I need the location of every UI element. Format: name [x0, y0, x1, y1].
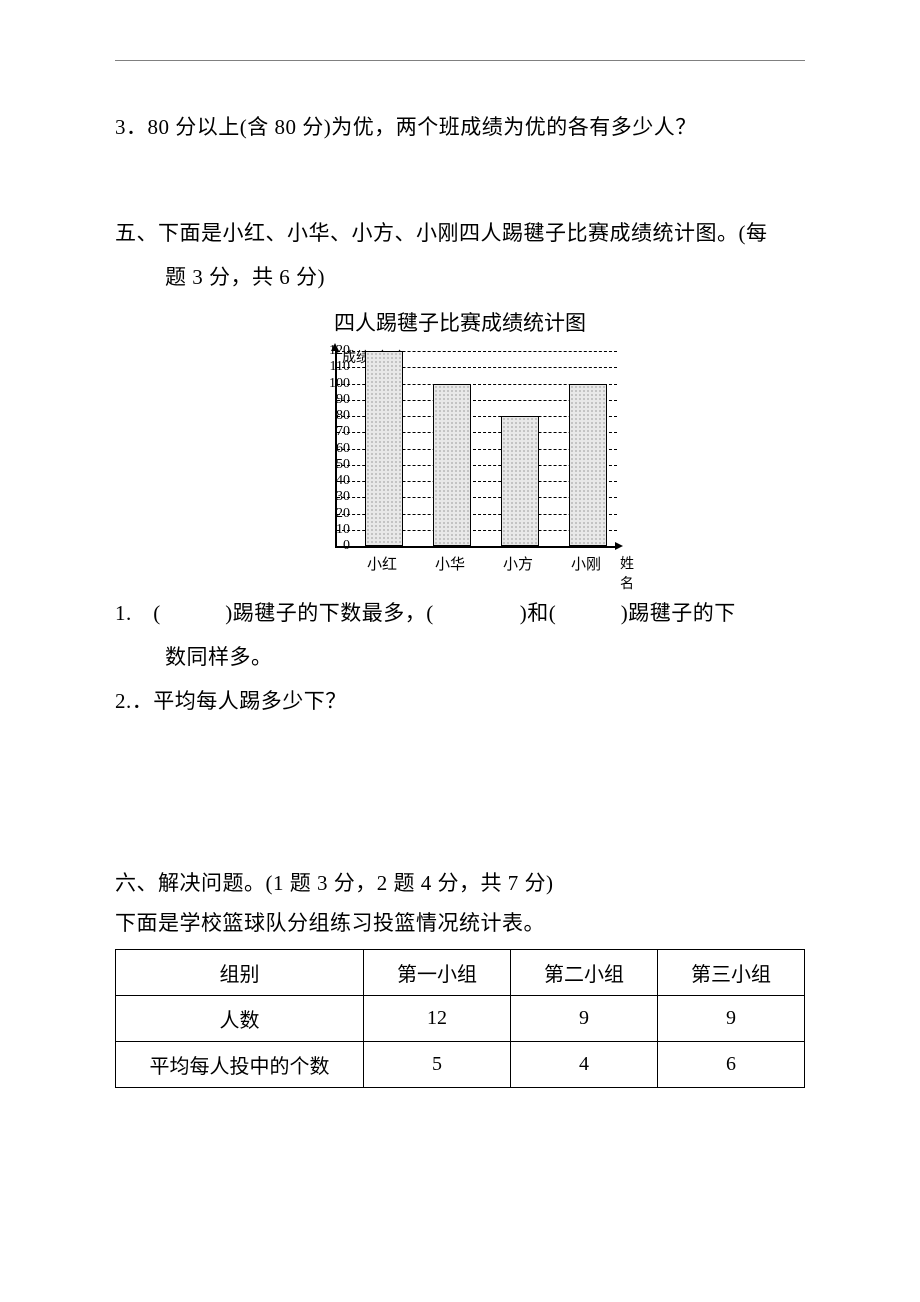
chart-title: 四人踢毽子比赛成绩统计图 [115, 307, 805, 337]
y-tick-label: 70 [310, 425, 350, 439]
x-axis-title: 姓名 [620, 553, 640, 593]
x-tick-label: 小华 [425, 553, 475, 574]
chart-wrap: 成绩（下） 姓名 0102030405060708090100110120小红小… [115, 341, 805, 581]
table-cell: 6 [658, 1042, 805, 1088]
bar-chart: 成绩（下） 姓名 0102030405060708090100110120小红小… [280, 341, 640, 581]
table-cell: 第一小组 [364, 950, 511, 996]
q3-text: 3．80 分以上(含 80 分)为优，两个班成绩为优的各有多少人？ [115, 105, 805, 149]
bar [433, 384, 471, 547]
y-tick-label: 60 [310, 442, 350, 456]
table-row: 人数 12 9 9 [116, 996, 805, 1042]
table-cell: 4 [511, 1042, 658, 1088]
s5-q1: 1. ( )踢毽子的下数最多，( )和( )踢毽子的下 [115, 591, 805, 635]
section6-heading: 六、解决问题。(1 题 3 分，2 题 4 分，共 7 分) [115, 863, 805, 903]
table-row: 平均每人投中的个数 5 4 6 [116, 1042, 805, 1088]
table-cell: 人数 [116, 996, 364, 1042]
table-cell: 5 [364, 1042, 511, 1088]
y-tick-label: 80 [310, 409, 350, 423]
table-cell: 9 [658, 996, 805, 1042]
bar [365, 351, 403, 546]
y-tick-label: 30 [310, 490, 350, 504]
x-tick-label: 小方 [493, 553, 543, 574]
plot-area [335, 351, 617, 548]
y-tick-label: 20 [310, 507, 350, 521]
table-row: 组别 第一小组 第二小组 第三小组 [116, 950, 805, 996]
top-rule [115, 60, 805, 61]
table-cell: 9 [511, 996, 658, 1042]
y-tick-label: 50 [310, 458, 350, 472]
y-tick-label: 0 [310, 539, 350, 553]
x-tick-label: 小刚 [561, 553, 611, 574]
y-tick-label: 90 [310, 393, 350, 407]
s5-q1-tail: 数同样多。 [165, 635, 805, 679]
table-cell: 第二小组 [511, 950, 658, 996]
s5-q2: 2.．平均每人踢多少下？ [115, 679, 805, 723]
y-tick-label: 100 [310, 377, 350, 391]
bar [569, 384, 607, 547]
spacer [115, 149, 805, 211]
basketball-table: 组别 第一小组 第二小组 第三小组 人数 12 9 9 平均每人投中的个数 5 … [115, 949, 805, 1088]
table-cell: 第三小组 [658, 950, 805, 996]
y-tick-label: 110 [310, 360, 350, 374]
section6-lead: 下面是学校篮球队分组练习投篮情况统计表。 [115, 903, 805, 943]
section5-intro1: 五、下面是小红、小华、小方、小刚四人踢毽子比赛成绩统计图。(每 [115, 211, 805, 255]
y-tick-label: 10 [310, 523, 350, 537]
table-cell: 组别 [116, 950, 364, 996]
section5-intro2: 题 3 分，共 6 分) [165, 255, 805, 299]
y-tick-label: 40 [310, 474, 350, 488]
bar [501, 416, 539, 546]
y-tick-label: 120 [310, 344, 350, 358]
x-tick-label: 小红 [357, 553, 407, 574]
table-cell: 平均每人投中的个数 [116, 1042, 364, 1088]
spacer [115, 723, 805, 863]
x-axis-arrow-icon [615, 542, 623, 550]
table-cell: 12 [364, 996, 511, 1042]
page-root: 3．80 分以上(含 80 分)为优，两个班成绩为优的各有多少人？ 五、下面是小… [0, 0, 920, 1302]
